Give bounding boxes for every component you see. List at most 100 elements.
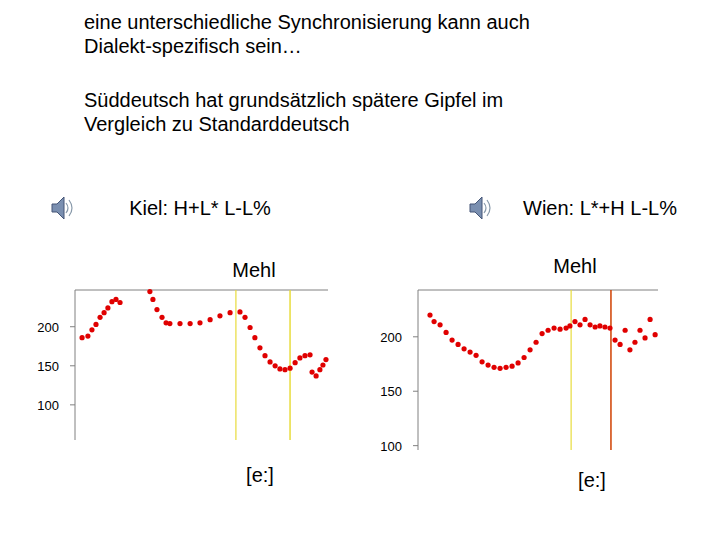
point [443, 330, 448, 335]
chart-subtitle: Mehl [232, 259, 275, 281]
point [297, 355, 302, 360]
point [208, 317, 213, 322]
point [607, 325, 612, 330]
speaker-wave [484, 203, 486, 213]
segment-end [289, 290, 291, 440]
speaker-body [470, 197, 482, 219]
point [314, 373, 319, 378]
point [627, 347, 632, 352]
point [473, 353, 478, 358]
point [105, 305, 110, 310]
point [89, 327, 94, 332]
point [154, 307, 159, 312]
point [85, 333, 90, 338]
point [455, 342, 460, 347]
point [577, 322, 582, 327]
point [623, 328, 628, 333]
speaker-wave [66, 203, 68, 213]
slide: {"slide": {"heading": "eine unterschiedl… [0, 0, 720, 540]
frame-top [418, 290, 658, 291]
point [427, 312, 432, 317]
point [197, 320, 202, 325]
chart-title: Kiel: H+L* L-L% [129, 197, 271, 219]
point [582, 317, 587, 322]
point [159, 315, 164, 320]
plot-area [79, 289, 328, 379]
y-tick [70, 404, 75, 405]
point [587, 322, 592, 327]
chart-title: Wien: L*+H L-L% [523, 197, 677, 219]
point [307, 352, 312, 357]
point [545, 328, 550, 333]
chart: Wien: L*+H L-L%Mehl100150200[e:] [380, 197, 677, 491]
point [431, 319, 436, 324]
point [277, 366, 282, 371]
point [188, 321, 193, 326]
point [93, 322, 98, 327]
point [647, 317, 652, 322]
point [227, 310, 232, 315]
point [539, 331, 544, 336]
point [177, 321, 182, 326]
point [150, 297, 155, 302]
y-tick-label: 100 [37, 398, 59, 413]
segment-end [610, 290, 612, 450]
point [147, 289, 152, 294]
heading: eine unterschiedliche Synchronisierung k… [84, 10, 554, 58]
segment-start [571, 290, 572, 450]
point [485, 363, 490, 368]
point [262, 353, 267, 358]
plot-area [427, 312, 657, 371]
segment-start [235, 290, 236, 440]
point [117, 300, 122, 305]
point [642, 335, 647, 340]
point [567, 323, 572, 328]
point [602, 324, 607, 329]
point [461, 346, 466, 351]
point [101, 310, 106, 315]
speaker-wave [69, 200, 72, 216]
point [320, 362, 325, 367]
point [551, 325, 556, 330]
point [282, 367, 287, 372]
speaker-body [52, 197, 64, 219]
point [597, 323, 602, 328]
point [309, 369, 314, 374]
point [612, 337, 617, 342]
point [323, 357, 328, 362]
point [467, 349, 472, 354]
point [521, 355, 526, 360]
chart-subtitle: Mehl [553, 255, 596, 277]
point [449, 337, 454, 342]
point [632, 340, 637, 345]
point [267, 359, 272, 364]
point [242, 315, 247, 320]
y-tick-label: 150 [37, 359, 59, 374]
point [252, 335, 257, 340]
point [257, 345, 262, 350]
point [287, 366, 292, 371]
y-tick [413, 391, 418, 392]
y-axis [75, 290, 76, 440]
segment-label: [e:] [246, 464, 274, 486]
speaker-icon[interactable] [470, 197, 490, 219]
point [247, 325, 252, 330]
point [79, 335, 84, 340]
point [527, 347, 532, 352]
point [497, 366, 502, 371]
point [653, 332, 658, 337]
point [167, 321, 172, 326]
point [317, 367, 322, 372]
y-tick [413, 336, 418, 337]
point [273, 363, 278, 368]
point [302, 353, 307, 358]
speaker-icon[interactable] [52, 197, 72, 219]
segment-label: [e:] [578, 469, 606, 491]
point [293, 360, 298, 365]
speaker-wave [487, 200, 490, 216]
point [593, 324, 598, 329]
point [437, 322, 442, 327]
point [617, 342, 622, 347]
chart: Kiel: H+L* L-L%Mehl100150200[e:] [37, 197, 328, 486]
point [237, 309, 242, 314]
